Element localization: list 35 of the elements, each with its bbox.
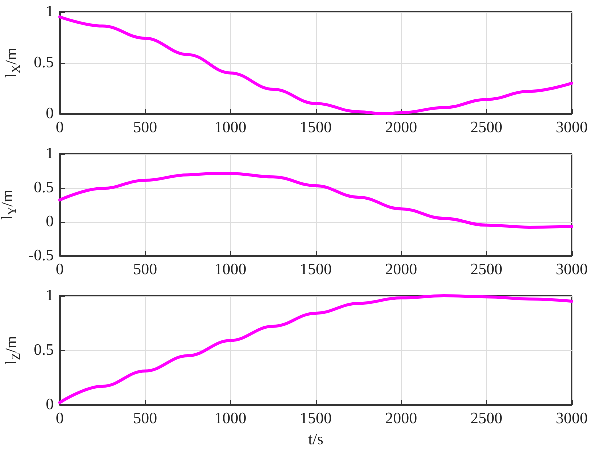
x-tick-label: 2000 [385,120,418,136]
x-tick-label: 2500 [470,120,503,136]
y-axis-title: lZ/m [4,336,23,365]
x-tick-label: 3000 [556,410,588,428]
y-axis-title: lY/m [0,189,19,220]
y-tick-label: 0.5 [34,54,54,72]
x-tick-label: 3000 [556,262,588,278]
y-tick-label: -0.5 [28,248,54,264]
x-tick-label: 1000 [214,410,247,428]
x-tick-label: 1000 [214,120,247,136]
x-tick-label: 1000 [214,262,247,278]
line-series [58,294,574,404]
x-tick-label: 500 [133,410,158,428]
y-tick-label: 1 [46,4,54,20]
y-tick-label: 0 [46,106,54,122]
y-tick-label: 0 [46,396,54,414]
x-tick-label: 500 [133,262,158,278]
x-tick-label: 1500 [300,410,332,428]
y-axis-title: lX/m [4,47,23,78]
y-tick-label: 0.5 [34,342,54,359]
x-tick-label: 3000 [556,120,588,136]
x-tick-label: 1500 [300,120,332,136]
x-tick-label: 2500 [470,410,503,428]
line-series [58,172,574,229]
x-tick-label: 2000 [385,410,418,428]
x-tick-label: 2000 [385,262,418,278]
x-tick-label: 1500 [300,262,332,278]
x-axis-title: t/s [308,431,324,448]
y-tick-label: 1 [46,146,54,162]
y-tick-label: 1 [46,288,54,304]
line-series [58,16,574,116]
x-tick-label: 2500 [470,262,503,278]
x-tick-label: 500 [133,120,158,136]
y-tick-label: 0.5 [34,180,54,196]
y-tick-label: 0 [46,214,54,230]
